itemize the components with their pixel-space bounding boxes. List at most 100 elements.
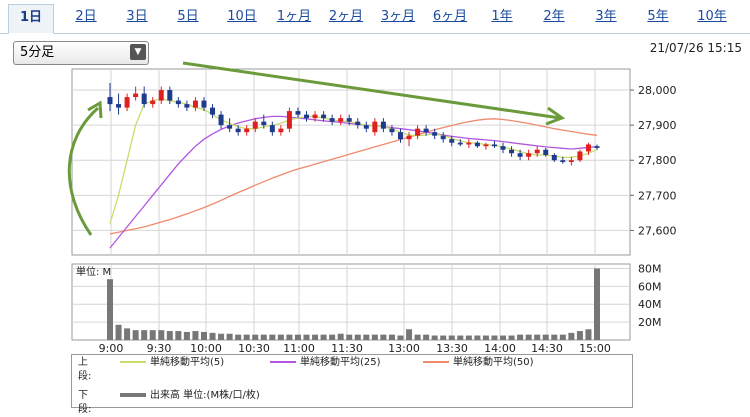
tab-1[interactable]: 1日	[8, 4, 54, 34]
volume-bar	[269, 334, 276, 340]
volume-bar	[124, 328, 131, 340]
candle-body	[517, 153, 523, 157]
tab-12[interactable]: 3年	[595, 9, 617, 24]
volume-bar	[337, 333, 344, 340]
candle-body	[304, 114, 310, 119]
candle-body	[449, 139, 455, 143]
candle-body	[295, 111, 301, 115]
volume-bar	[440, 335, 447, 340]
volume-bar	[534, 334, 541, 340]
candle-body	[321, 114, 327, 119]
legend-lower-label: 下段:	[78, 390, 92, 415]
tab-2[interactable]: 2日	[75, 9, 97, 24]
volume-bar	[457, 335, 464, 340]
candle-body	[500, 146, 506, 150]
volume-bar	[500, 335, 507, 340]
candle-body	[423, 128, 429, 133]
candle-body	[116, 104, 122, 108]
candle-body	[466, 142, 472, 145]
candle-body	[133, 93, 139, 98]
volume-tick-label: 20M	[638, 316, 662, 329]
candle-body	[329, 118, 335, 122]
candle-body	[432, 132, 438, 136]
volume-bar	[115, 324, 122, 340]
candle-body	[568, 160, 574, 162]
volume-bar	[175, 331, 182, 340]
tab-13[interactable]: 5年	[647, 9, 669, 24]
candle-body	[397, 132, 403, 140]
candle-body	[244, 128, 250, 133]
chart-legend: 上段: 単純移動平均(5) 単純移動平均(25) 単純移動平均(50) 下段: …	[71, 354, 633, 415]
candle-body	[124, 97, 130, 108]
period-tabs: 1日 2日 3日 5日 10日 1ヶ月 2ヶ月 3ヶ月 6ヶ月 1年 2年 3年 5年 10年	[0, 0, 750, 34]
volume-bar	[303, 334, 310, 340]
volume-bar	[286, 334, 293, 340]
legend-ma50: 単純移動平均(50)	[423, 356, 534, 370]
volume-tick-label: 80M	[638, 262, 662, 275]
volume-bar	[585, 329, 592, 340]
volume-bar	[192, 331, 199, 340]
volume-bar	[158, 330, 165, 340]
candle-body	[543, 149, 549, 155]
volume-bar	[132, 330, 139, 340]
tab-4[interactable]: 5日	[177, 9, 199, 24]
volume-bar	[423, 334, 430, 340]
legend-ma25-label: 単純移動平均(25)	[300, 357, 381, 368]
x-tick-label: 11:00	[283, 342, 315, 355]
candle-body	[355, 121, 361, 126]
candle-body	[235, 128, 241, 133]
legend-volume-label: 出来高 単位:(M株/口/枚)	[150, 390, 260, 401]
candle-body	[338, 118, 344, 122]
candle-body	[363, 125, 369, 129]
candle-body	[184, 104, 190, 108]
candle-body	[560, 160, 566, 162]
volume-bar	[465, 335, 472, 340]
tab-6[interactable]: 1ヶ月	[276, 9, 312, 24]
interval-select[interactable]: 5分足 ▼	[13, 41, 149, 65]
volume-bar	[406, 329, 413, 340]
trend-arrowhead	[545, 106, 566, 126]
candle-body	[406, 135, 412, 140]
volume-bar	[329, 334, 336, 340]
volume-bar	[166, 331, 173, 340]
volume-bar	[491, 335, 498, 340]
candle-body	[594, 146, 600, 148]
volume-bar	[226, 333, 233, 340]
volume-bar	[508, 335, 515, 340]
x-tick-label: 14:30	[531, 342, 563, 355]
tab-8[interactable]: 3ヶ月	[380, 9, 416, 24]
tab-5[interactable]: 10日	[227, 9, 257, 24]
candle-body	[534, 149, 540, 154]
volume-bar	[183, 331, 190, 340]
tab-9[interactable]: 6ヶ月	[432, 9, 468, 24]
volume-bar	[320, 334, 327, 340]
volume-bar	[149, 330, 156, 340]
volume-bar	[414, 334, 421, 340]
volume-bar	[141, 330, 148, 340]
volume-bar	[517, 334, 524, 340]
volume-bar	[542, 334, 549, 340]
legend-volume: 出来高 単位:(M株/口/枚)	[120, 389, 260, 403]
candle-body	[551, 154, 557, 161]
volume-bar	[576, 331, 583, 340]
ma25-line	[109, 115, 598, 249]
tab-14[interactable]: 10年	[697, 9, 727, 24]
tab-11[interactable]: 2年	[543, 9, 565, 24]
candle-body	[158, 90, 164, 101]
tab-10[interactable]: 1年	[491, 9, 513, 24]
tab-7[interactable]: 2ヶ月	[328, 9, 364, 24]
candle-body	[585, 144, 591, 152]
trend-arrow	[182, 61, 561, 120]
price-tick-label: 27,600	[638, 224, 677, 237]
volume-bar	[568, 332, 575, 340]
legend-ma25-swatch	[270, 361, 296, 363]
candle-body	[440, 135, 446, 140]
candle-body	[278, 128, 284, 133]
candle-body	[227, 125, 233, 129]
volume-bar	[260, 334, 267, 340]
candle-body	[269, 125, 275, 133]
x-tick-label: 9:30	[147, 342, 172, 355]
candle-body	[389, 128, 395, 133]
volume-bar	[252, 334, 259, 340]
tab-3[interactable]: 3日	[126, 9, 148, 24]
